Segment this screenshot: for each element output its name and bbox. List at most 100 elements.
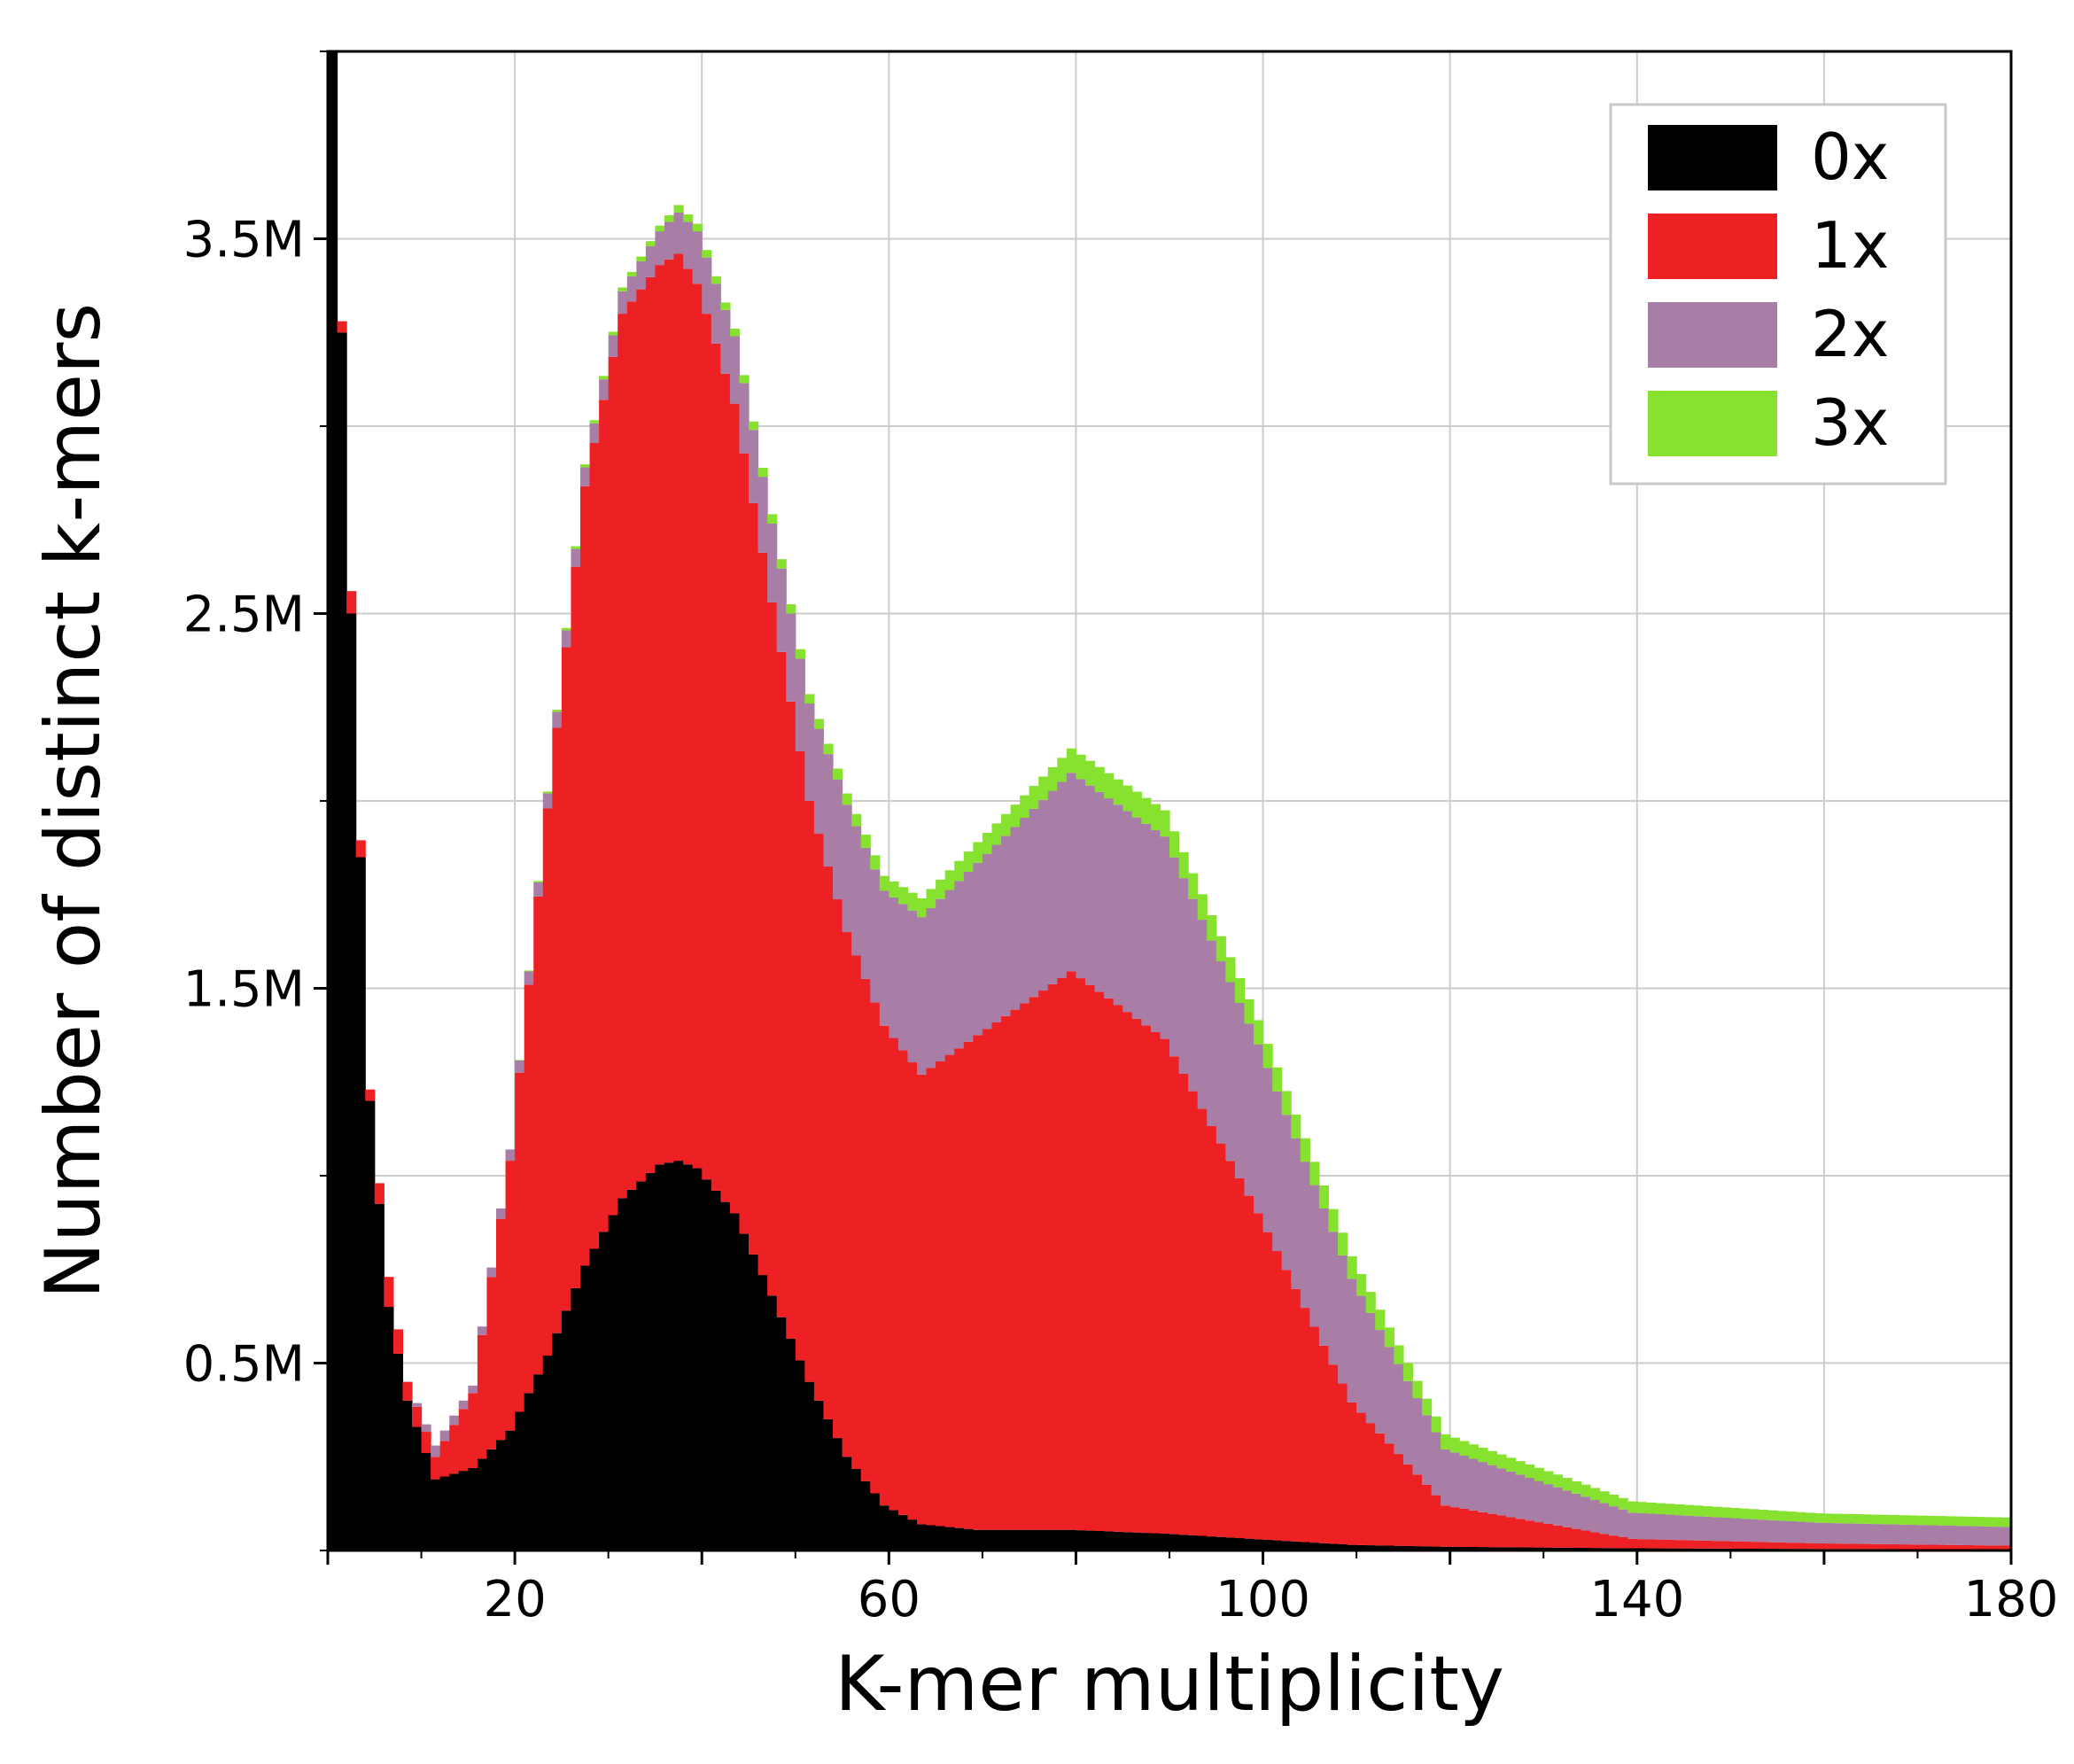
bar-1x-137 (1599, 1534, 1610, 1549)
bar-0x-38 (673, 1161, 684, 1550)
bar-1x-32 (618, 314, 628, 1199)
bar-3x-157 (1786, 1511, 1797, 1521)
bar-3x-147 (1693, 1505, 1704, 1517)
bar-2x-92 (1178, 878, 1189, 1074)
bar-1x-102 (1272, 1251, 1283, 1541)
bar-1x-100 (1254, 1213, 1264, 1540)
bar-1x-132 (1552, 1525, 1563, 1548)
bar-1x-97 (1225, 1161, 1236, 1538)
bar-0x-7 (384, 1307, 394, 1550)
bar-2x-103 (1281, 1115, 1292, 1271)
bar-3x-125 (1487, 1450, 1498, 1465)
bar-1x-10 (412, 1406, 423, 1427)
bar-3x-171 (1917, 1515, 1928, 1526)
y-tick-label: 1.5M (183, 961, 305, 1019)
bar-1x-17 (477, 1334, 488, 1459)
bar-0x-80 (1066, 1529, 1077, 1550)
bar-2x-165 (1861, 1523, 1872, 1544)
bar-0x-15 (458, 1471, 469, 1550)
bar-2x-108 (1328, 1232, 1339, 1365)
bar-3x-148 (1702, 1506, 1713, 1517)
bar-2x-107 (1318, 1208, 1330, 1346)
bar-3x-72 (991, 823, 1002, 845)
bar-2x-17 (477, 1326, 488, 1335)
bar-1x-8 (392, 1329, 404, 1354)
bar-3x-45 (739, 375, 750, 384)
bar-2x-118 (1422, 1415, 1433, 1485)
bar-3x-160 (1814, 1513, 1825, 1523)
bar-3x-130 (1534, 1467, 1544, 1481)
bar-0x-31 (608, 1215, 618, 1550)
bar-3x-122 (1459, 1441, 1470, 1456)
bar-1x-63 (907, 1062, 918, 1520)
bar-2x-61 (889, 897, 899, 1038)
bar-2x-84 (1104, 798, 1115, 999)
bar-3x-142 (1646, 1502, 1657, 1514)
bar-2x-65 (926, 907, 936, 1069)
bar-0x-57 (851, 1468, 862, 1550)
bar-3x-48 (767, 514, 778, 524)
bar-3x-66 (936, 879, 946, 899)
bar-3x-21 (515, 1060, 525, 1061)
bar-1x-81 (1076, 978, 1086, 1531)
bar-0x-97 (1225, 1537, 1236, 1550)
bar-0x-99 (1244, 1538, 1254, 1550)
bar-3x-53 (813, 719, 825, 729)
bar-2x-97 (1225, 982, 1236, 1162)
bar-1x-24 (542, 808, 553, 1356)
bar-3x-113 (1375, 1309, 1386, 1331)
bar-3x-178 (1983, 1517, 1993, 1527)
bar-2x-47 (757, 477, 768, 553)
bar-0x-70 (973, 1529, 983, 1550)
bar-0x-105 (1300, 1542, 1310, 1550)
bar-3x-176 (1964, 1516, 1975, 1527)
bar-2x-102 (1272, 1091, 1283, 1252)
bar-1x-41 (702, 314, 712, 1180)
bar-1x-60 (879, 1025, 889, 1506)
bar-2x-52 (804, 703, 815, 801)
bar-3x-38 (673, 205, 684, 213)
bar-0x-3 (346, 613, 357, 1550)
x-tick-label: 20 (483, 1571, 546, 1628)
bar-2x-69 (963, 872, 974, 1042)
bar-1x-34 (636, 289, 647, 1182)
bar-2x-170 (1907, 1525, 1919, 1545)
bar-3x-152 (1739, 1508, 1751, 1519)
bar-0x-116 (1402, 1545, 1414, 1550)
bar-2x-179 (1992, 1527, 2003, 1546)
bar-0x-104 (1291, 1541, 1301, 1550)
bar-3x-79 (1057, 758, 1068, 782)
bar-1x-53 (813, 834, 825, 1401)
bar-2x-38 (673, 212, 684, 254)
bar-2x-30 (599, 379, 610, 400)
bar-2x-59 (870, 869, 881, 1003)
bar-3x-129 (1525, 1464, 1535, 1478)
bar-2x-140 (1627, 1512, 1638, 1539)
bar-1x-125 (1487, 1513, 1498, 1548)
bar-0x-24 (542, 1356, 553, 1550)
bar-0x-60 (879, 1505, 889, 1550)
bar-0x-103 (1281, 1541, 1292, 1550)
bar-1x-18 (486, 1277, 497, 1449)
bar-2x-42 (711, 284, 721, 344)
bar-1x-67 (944, 1054, 955, 1527)
bar-0x-81 (1076, 1530, 1086, 1550)
bar-2x-86 (1122, 811, 1133, 1013)
bar-0x-59 (870, 1493, 881, 1550)
bar-0x-102 (1272, 1540, 1283, 1550)
bar-3x-37 (664, 215, 675, 222)
bar-3x-47 (757, 468, 768, 478)
bar-3x-154 (1759, 1510, 1769, 1520)
bar-3x-101 (1262, 1044, 1273, 1069)
bar-3x-70 (973, 842, 983, 863)
bar-2x-24 (542, 793, 553, 809)
y-tick-label: 2.5M (183, 587, 305, 644)
bar-0x-43 (720, 1201, 731, 1550)
bar-0x-5 (365, 1100, 376, 1550)
bar-1x-135 (1581, 1530, 1591, 1549)
bar-2x-94 (1197, 920, 1208, 1109)
bar-2x-22 (524, 971, 534, 985)
bar-3x-30 (599, 376, 610, 380)
x-tick-label: 140 (1589, 1571, 1684, 1628)
bar-1x-22 (524, 984, 534, 1394)
